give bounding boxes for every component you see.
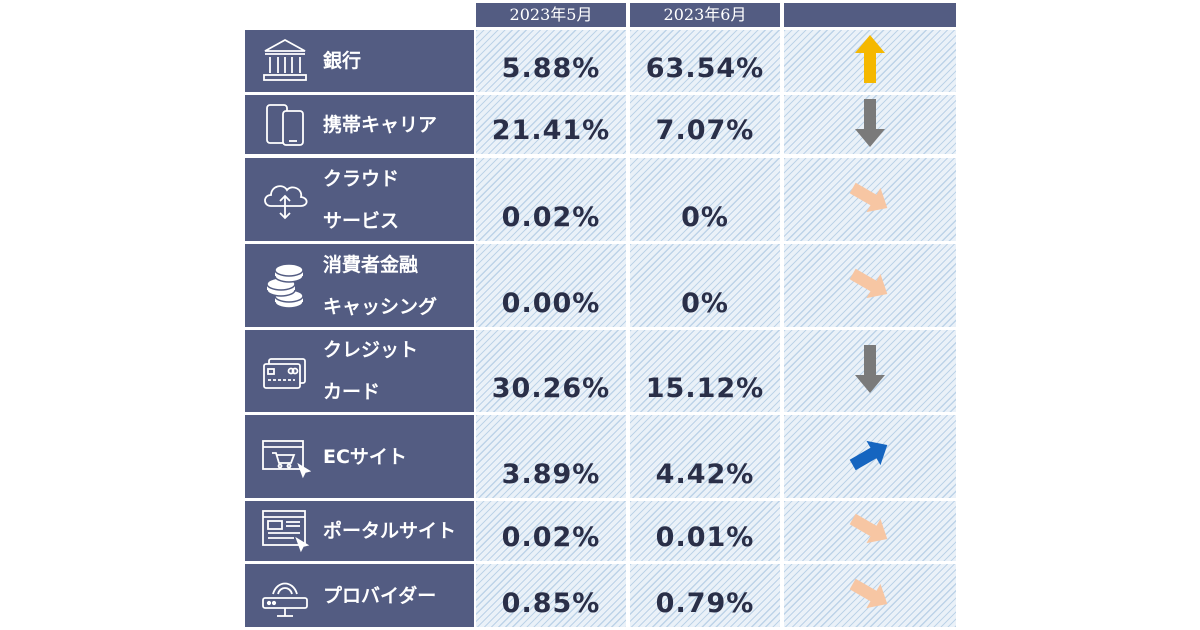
- credit-card-icon: [259, 345, 311, 397]
- category-cell: プロバイダー: [245, 564, 474, 627]
- trend-cell: [784, 501, 956, 561]
- trend-cell: [784, 158, 956, 241]
- jun-value: 63.54%: [645, 53, 765, 84]
- jun-cell: 15.12%: [630, 330, 780, 412]
- category-label: キャッシング: [323, 295, 438, 318]
- may-value: 3.89%: [501, 459, 601, 490]
- may-cell: 0.85%: [476, 564, 626, 627]
- trend-slightly-up-arrow-icon: [844, 433, 896, 481]
- category-label: カード: [323, 381, 381, 403]
- category-cell: クレジット カード: [245, 330, 474, 412]
- category-label: クラウド: [323, 167, 400, 190]
- jun-cell: 0%: [630, 244, 780, 327]
- table-row: クラウドサービス 0.02% 0%: [245, 158, 956, 241]
- cloud-icon: [259, 174, 311, 226]
- trend-cell: [784, 244, 956, 327]
- bank-icon: [259, 35, 311, 87]
- category-cell: 携帯キャリア: [245, 95, 474, 154]
- jun-value: 0.79%: [655, 588, 755, 619]
- category-cell: ECサイト: [245, 415, 474, 498]
- trend-down-arrow-icon: [855, 345, 885, 397]
- jun-value: 7.07%: [655, 115, 755, 146]
- table-row: 携帯キャリア 21.41% 7.07%: [245, 95, 956, 154]
- trend-down-arrow-icon: [855, 98, 885, 151]
- jun-cell: 63.54%: [630, 30, 780, 92]
- trend-cell: [784, 30, 956, 92]
- table-row: ポータルサイト 0.02% 0.01%: [245, 501, 956, 561]
- may-value: 0.02%: [501, 202, 601, 233]
- trend-cell: [784, 564, 956, 627]
- jun-value: 0%: [681, 288, 729, 319]
- may-cell: 0.02%: [476, 501, 626, 561]
- trend-cell: [784, 415, 956, 498]
- category-label: 携帯キャリア: [323, 113, 438, 136]
- jun-cell: 0.01%: [630, 501, 780, 561]
- table-row: ECサイト 3.89% 4.42%: [245, 415, 956, 498]
- portal-site-icon: [259, 505, 311, 557]
- jun-cell: 0.79%: [630, 564, 780, 627]
- may-value: 0.00%: [501, 288, 601, 319]
- category-cell: クラウド サービス: [245, 158, 474, 241]
- may-cell: 30.26%: [476, 330, 626, 412]
- trend-slightly-down-arrow-icon: [844, 176, 896, 224]
- mobile-phones-icon: [259, 99, 311, 151]
- header-may: 2023年5月: [476, 3, 626, 27]
- table-row: 銀行 5.88% 63.54%: [245, 30, 956, 92]
- jun-value: 15.12%: [645, 373, 765, 404]
- category-label: ポータルサイト: [323, 520, 457, 542]
- jun-cell: 0%: [630, 158, 780, 241]
- table-row: クレジットカード 30.26% 15.12%: [245, 330, 956, 412]
- trend-cell: [784, 330, 956, 412]
- category-label: ECサイト: [323, 445, 407, 468]
- category-cell: 銀行: [245, 30, 474, 92]
- may-value: 5.88%: [501, 53, 601, 84]
- jun-value: 0%: [681, 202, 729, 233]
- router-icon: [259, 570, 311, 622]
- may-cell: 21.41%: [476, 95, 626, 154]
- category-label: 消費者金融: [323, 253, 419, 276]
- may-value: 21.41%: [491, 115, 611, 146]
- jun-cell: 7.07%: [630, 95, 780, 154]
- may-value: 0.85%: [501, 588, 601, 619]
- may-cell: 3.89%: [476, 415, 626, 498]
- may-value: 30.26%: [491, 373, 611, 404]
- may-cell: 0.00%: [476, 244, 626, 327]
- shopping-cart-icon: [259, 431, 311, 483]
- trend-slightly-down-arrow-icon: [844, 572, 896, 620]
- header-trend: [784, 3, 956, 27]
- jun-value: 0.01%: [655, 522, 755, 553]
- header-jun: 2023年6月: [630, 3, 780, 27]
- category-cell: ポータルサイト: [245, 501, 474, 561]
- trend-cell: [784, 95, 956, 154]
- category-cell: 消費者金融キャッシング: [245, 244, 474, 327]
- may-cell: 5.88%: [476, 30, 626, 92]
- category-label: プロバイダー: [323, 584, 437, 607]
- may-value: 0.02%: [501, 522, 601, 553]
- jun-value: 4.42%: [655, 459, 755, 490]
- trend-slightly-down-arrow-icon: [844, 262, 896, 310]
- may-cell: 0.02%: [476, 158, 626, 241]
- trend-slightly-down-arrow-icon: [844, 507, 896, 555]
- coin-stack-icon: [259, 260, 311, 312]
- category-label: サービス: [323, 209, 400, 232]
- jun-cell: 4.42%: [630, 415, 780, 498]
- trend-up-arrow-icon: [855, 35, 885, 87]
- table-row: プロバイダー 0.85% 0.79%: [245, 564, 956, 627]
- category-label: クレジット: [323, 339, 419, 361]
- category-label: 銀行: [323, 50, 362, 72]
- table-row: 消費者金融キャッシング 0.00% 0%: [245, 244, 956, 327]
